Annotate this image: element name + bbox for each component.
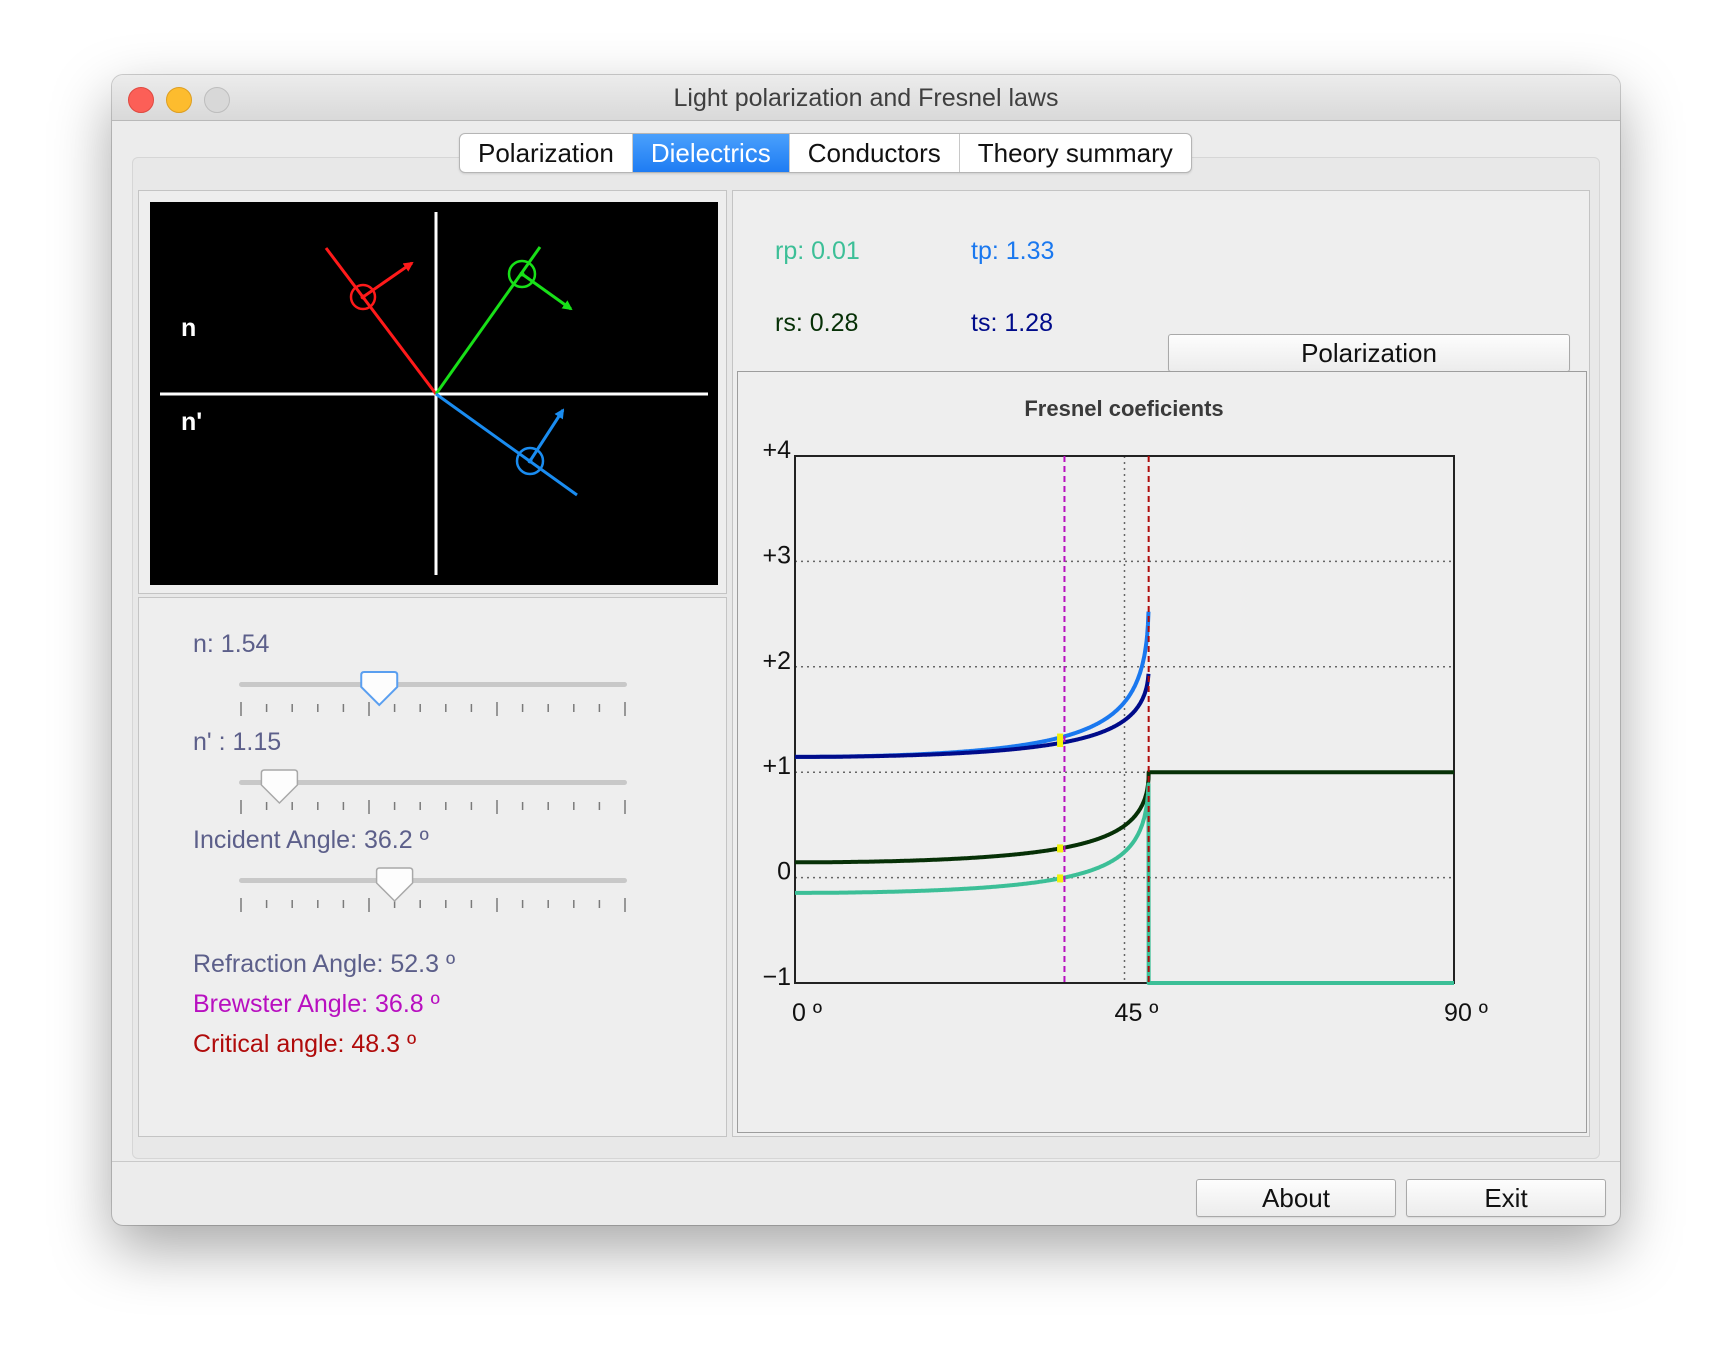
rs-value: rs: 0.28 xyxy=(775,309,859,337)
brewster-angle-label: Brewster Angle: 36.8 º xyxy=(193,990,440,1018)
critical-angle-label: Critical angle: 48.3 º xyxy=(193,1030,417,1058)
x-tick-label: 45 º xyxy=(1115,999,1159,1027)
y-tick-label: +4 xyxy=(762,436,791,464)
app-window: Light polarization and Fresnel laws Pola… xyxy=(112,75,1620,1225)
ts-curve xyxy=(793,673,1151,759)
reflected-s-field xyxy=(507,259,537,289)
rp-value: rp: 0.01 xyxy=(775,237,860,265)
coefficients-panel: rp: 0.01 tp: 1.33 rs: 0.28 ts: 1.28 Pola… xyxy=(732,190,1590,1137)
minimize-window-button[interactable] xyxy=(166,87,192,113)
tab-polarization[interactable]: Polarization xyxy=(460,134,633,172)
reflected-ray xyxy=(434,246,542,395)
footer-divider xyxy=(112,1161,1620,1162)
transmitted-p-field xyxy=(528,408,565,462)
transmitted-s-field xyxy=(515,446,545,476)
about-button[interactable]: About xyxy=(1196,1179,1396,1217)
x-tick-label: 0 º xyxy=(792,999,822,1027)
transmitted-ray xyxy=(435,392,578,497)
ts-value: ts: 1.28 xyxy=(971,309,1053,337)
n-prime-label: n' : 1.15 xyxy=(193,728,282,756)
x-tick-label: 90 º xyxy=(1444,999,1488,1027)
tab-dielectrics[interactable]: Dielectrics xyxy=(632,134,790,172)
tab-theory-summary[interactable]: Theory summary xyxy=(977,138,1173,168)
y-tick-label: +1 xyxy=(762,752,791,780)
medium-n-prime-label: n' xyxy=(181,408,203,436)
n-slider[interactable] xyxy=(239,671,627,728)
y-tick-label: +2 xyxy=(762,647,791,675)
zoom-window-button[interactable] xyxy=(204,87,230,113)
tab-bar: Polarization Dielectrics Conductors Theo… xyxy=(459,133,1192,173)
incident-marker-rp xyxy=(1057,874,1064,883)
window-title: Light polarization and Fresnel laws xyxy=(673,84,1059,112)
slider-track xyxy=(239,682,627,687)
y-tick-label: +3 xyxy=(762,541,791,569)
incident-p-field xyxy=(362,261,414,299)
n-prime-slider[interactable] xyxy=(239,769,627,826)
chart-title: Fresnel coeficients xyxy=(1024,396,1223,421)
slider-thumb xyxy=(360,671,399,707)
incident-marker-tp xyxy=(1057,733,1064,742)
tp-value: tp: 1.33 xyxy=(971,237,1055,265)
slider-track xyxy=(239,780,627,785)
incident-marker-ts xyxy=(1057,739,1064,748)
medium-n-label: n xyxy=(181,314,197,342)
slider-thumb xyxy=(260,769,299,805)
polarization-button[interactable]: Polarization xyxy=(1168,334,1570,372)
close-window-button[interactable] xyxy=(128,87,154,113)
y-tick-label: 0 xyxy=(777,858,791,886)
slider-thumb xyxy=(375,867,414,903)
n-label: n: 1.54 xyxy=(193,630,270,658)
ray-diagram-panel: n n' xyxy=(138,190,727,594)
controls-panel: n: 1.54 n' : 1.15 Incident Angle: 36.2 º… xyxy=(138,597,727,1137)
fresnel-chart: Fresnel coeficients +4 +3 +2 +1 0 −1 0 º 45 º 90 … xyxy=(737,371,1587,1133)
refraction-angle-label: Refraction Angle: 52.3 º xyxy=(193,950,456,978)
rs-curve xyxy=(793,770,1454,865)
exit-button[interactable]: Exit xyxy=(1406,1179,1606,1217)
incident-marker-rs xyxy=(1057,844,1064,853)
incident-s-field xyxy=(349,283,377,311)
ray-diagram: n n' xyxy=(150,202,718,585)
rp-curve xyxy=(793,782,1454,985)
y-tick-label: −1 xyxy=(762,963,791,991)
tab-conductors[interactable]: Conductors xyxy=(790,134,960,172)
incident-ray xyxy=(324,247,438,395)
plot-frame xyxy=(794,455,1455,984)
slider-track xyxy=(239,878,627,883)
title-bar: Light polarization and Fresnel laws xyxy=(112,75,1620,121)
incident-angle-label: Incident Angle: 36.2 º xyxy=(193,826,429,854)
incident-angle-slider[interactable] xyxy=(239,867,627,924)
reflected-p-field xyxy=(521,272,573,311)
